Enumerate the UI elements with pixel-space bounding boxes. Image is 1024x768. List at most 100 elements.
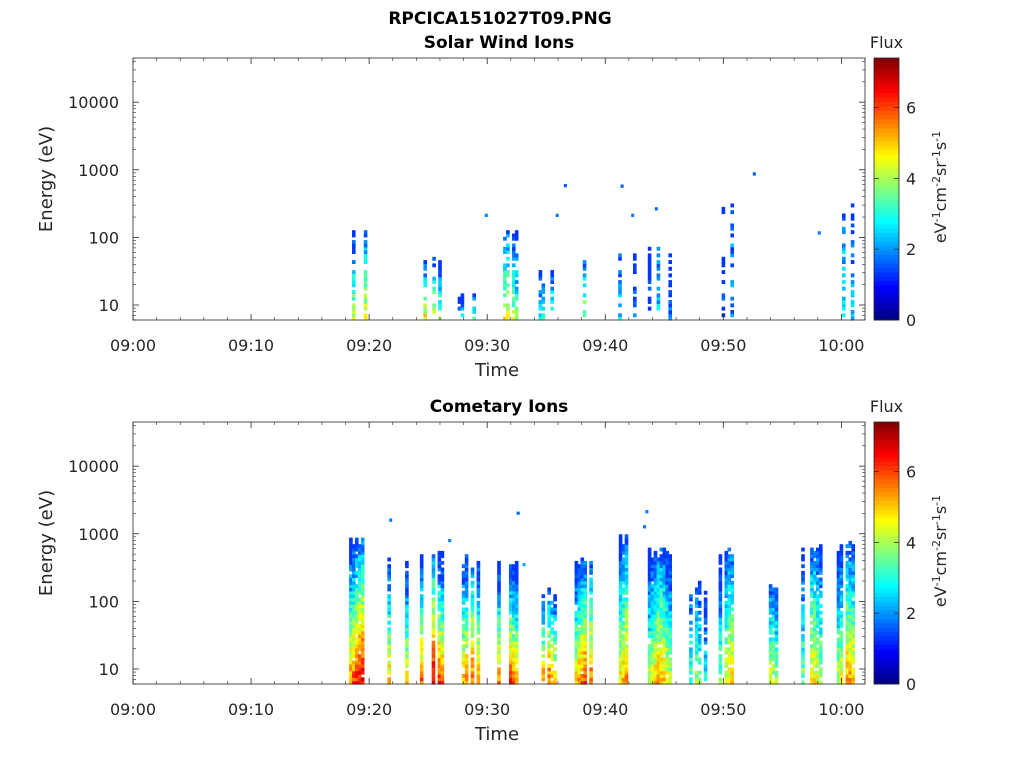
heatmap-cell	[724, 640, 729, 645]
heatmap-cell	[819, 644, 823, 648]
heatmap-cell	[432, 280, 436, 284]
heatmap-cell	[349, 664, 353, 668]
heatmap-cell	[497, 610, 501, 615]
heatmap-cell	[850, 280, 855, 284]
heatmap-cell	[440, 604, 445, 608]
heatmap-cell	[460, 313, 465, 318]
heatmap-cell	[836, 610, 841, 615]
heatmap-cell	[801, 624, 805, 628]
heatmap-cell	[423, 303, 427, 308]
heatmap-cell	[633, 296, 637, 301]
heatmap-cell	[550, 664, 554, 668]
heatmap-cell	[848, 677, 853, 682]
heatmap-cell	[431, 660, 436, 665]
heatmap-cell	[589, 624, 593, 628]
heatmap-cell	[730, 587, 734, 592]
heatmap-cell	[656, 253, 661, 258]
heatmap-cell	[845, 617, 850, 622]
heatmap-cell	[703, 670, 708, 675]
heatmap-cell	[665, 580, 670, 585]
heatmap-cell	[668, 564, 672, 569]
heatmap-cell	[730, 223, 734, 228]
heatmap-cell	[771, 650, 776, 655]
heatmap-cell	[695, 650, 699, 655]
heatmap-cell	[819, 667, 823, 672]
heatmap-cell	[582, 276, 587, 281]
heatmap-cell	[851, 577, 855, 582]
heatmap-cell	[387, 637, 391, 642]
heatmap-cell	[842, 273, 846, 278]
heatmap-cell	[650, 660, 655, 665]
heatmap-cell	[432, 256, 436, 261]
heatmap-cell	[438, 306, 442, 311]
heatmap-cell	[618, 560, 623, 565]
heatmap-cell	[431, 657, 436, 662]
heatmap-cell	[355, 644, 359, 648]
heatmap-cell	[476, 637, 481, 642]
heatmap-cell	[697, 634, 702, 638]
heatmap-cell	[553, 647, 557, 652]
heatmap-cell	[512, 283, 516, 288]
heatmap-cell	[514, 644, 519, 648]
heatmap-cell	[349, 620, 353, 625]
heatmap-cell	[727, 637, 732, 642]
heatmap-cell	[550, 286, 554, 291]
heatmap-cell	[440, 637, 445, 642]
heatmap-cell	[727, 594, 732, 599]
heatmap-cell	[514, 597, 519, 602]
heatmap-cell	[851, 544, 855, 549]
heatmap-cell	[497, 670, 501, 675]
heatmap-cell	[848, 540, 853, 545]
heatmap-cell	[355, 610, 359, 615]
heatmap-cell	[405, 617, 409, 622]
heatmap-cell	[509, 624, 513, 628]
colorbar-segment	[874, 302, 899, 308]
heatmap-cell	[514, 600, 519, 605]
x-tick-label: 09:00	[110, 700, 156, 719]
heatmap-cell	[659, 547, 664, 552]
colorbar-segment	[874, 487, 899, 493]
heatmap-cell	[349, 657, 353, 662]
heatmap-cell	[355, 574, 359, 579]
heatmap-cell	[727, 620, 732, 625]
heatmap-cell	[633, 253, 637, 258]
colorbar-segment	[874, 679, 899, 685]
heatmap-cell	[405, 677, 409, 682]
heatmap-cell	[656, 604, 661, 608]
heatmap-cell	[352, 240, 356, 244]
heatmap-cell	[727, 680, 732, 685]
heatmap-cell	[431, 674, 436, 678]
heatmap-cell	[718, 624, 723, 628]
heatmap-cell	[624, 650, 629, 655]
heatmap-cell	[431, 597, 436, 602]
heatmap-cell	[574, 640, 579, 645]
heatmap-cell	[656, 670, 661, 675]
heatmap-cell	[689, 670, 693, 675]
colorbar-unit-label: eV-1cm-2sr-1s-1	[930, 495, 951, 607]
heatmap-cell	[650, 630, 655, 635]
heatmap-cell	[851, 550, 855, 555]
heatmap-cell	[440, 660, 445, 665]
heatmap-cell	[514, 617, 519, 622]
heatmap-cell	[845, 624, 850, 628]
heatmap-cell	[836, 594, 841, 599]
heatmap-cell	[583, 680, 587, 685]
heatmap-cell	[668, 253, 672, 258]
heatmap-cell	[653, 627, 658, 632]
heatmap-cell	[839, 580, 844, 585]
heatmap-cell	[497, 584, 501, 589]
heatmap-cell	[727, 677, 732, 682]
heatmap-cell	[850, 273, 855, 278]
heatmap-cell	[665, 590, 670, 595]
heatmap-cell	[583, 597, 587, 602]
heatmap-cell	[349, 557, 353, 562]
heatmap-cell	[718, 574, 723, 579]
heatmap-cell	[653, 647, 658, 652]
heatmap-cell	[819, 680, 823, 685]
heatmap-cell	[650, 617, 655, 622]
heatmap-cell	[541, 674, 546, 678]
heatmap-cell	[357, 654, 362, 658]
heatmap-cell	[848, 604, 853, 608]
heatmap-cell	[583, 614, 587, 618]
heatmap-cell	[810, 647, 814, 652]
